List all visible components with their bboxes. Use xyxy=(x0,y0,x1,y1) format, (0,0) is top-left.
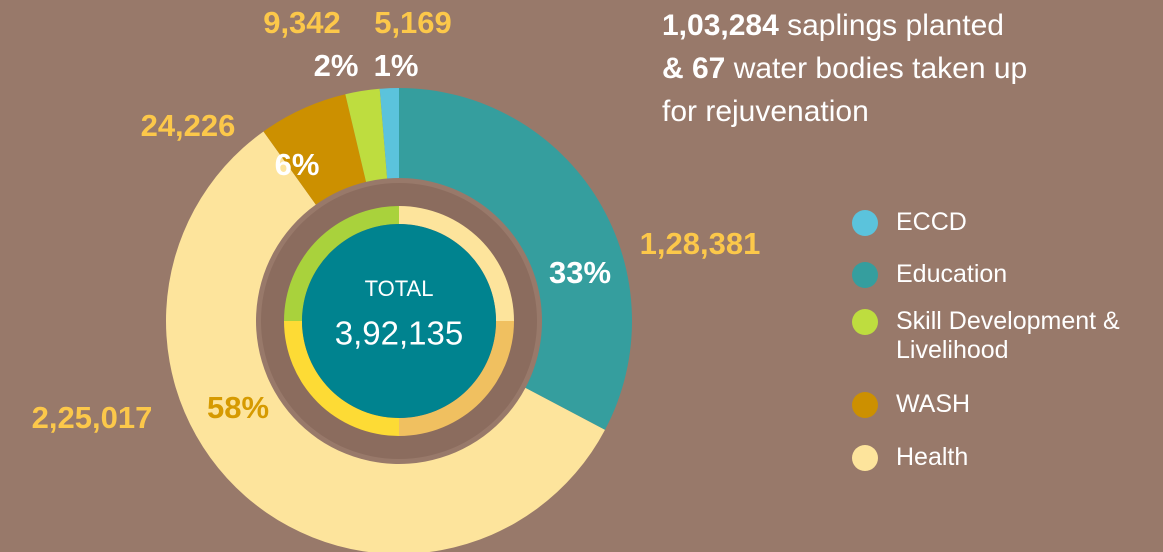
percent-label: 2% xyxy=(314,48,359,83)
legend-label: Skill Development & Livelihood xyxy=(896,307,1120,364)
center-circle xyxy=(302,224,496,418)
value-label: 1,28,381 xyxy=(640,226,761,261)
note-text: for rejuvenation xyxy=(662,95,869,128)
percent-label: 33% xyxy=(549,255,611,290)
percent-label: 1% xyxy=(374,48,419,83)
note-bold: & 67 xyxy=(662,52,725,85)
note-line: & 67 water bodies taken up xyxy=(662,52,1027,85)
legend-swatch xyxy=(852,262,878,288)
legend-swatch xyxy=(852,445,878,471)
inner-ring xyxy=(399,206,514,321)
legend-item: ECCD xyxy=(852,208,1152,237)
note-bold: 1,03,284 xyxy=(662,9,779,42)
legend-item: Skill Development & Livelihood xyxy=(852,307,1152,365)
donut-segment xyxy=(263,94,367,205)
legend-label: Education xyxy=(896,260,1008,288)
note-text: saplings planted xyxy=(779,9,1004,42)
note: 1,03,284 saplings planted & 67 water bodi… xyxy=(662,9,1027,128)
legend-swatch xyxy=(852,210,878,236)
legend-swatch xyxy=(852,392,878,418)
note-text: water bodies taken up xyxy=(725,52,1027,85)
legend-label: ECCD xyxy=(896,208,967,236)
percent-label: 6% xyxy=(275,147,320,182)
note-line: for rejuvenation xyxy=(662,95,869,128)
legend-label: Health xyxy=(896,443,969,471)
donut-segment xyxy=(345,88,388,182)
inner-ring xyxy=(284,206,399,321)
value-label: 9,342 xyxy=(263,5,341,40)
labels: 1,28,381 33% 2,25,017 58% 24,226 6% 9,342 2% 5,1… xyxy=(32,5,761,435)
legend-item: Health xyxy=(852,443,1152,472)
value-label: 5,169 xyxy=(374,5,452,40)
inner-ring xyxy=(284,321,399,436)
percent-label: 58% xyxy=(207,390,269,425)
donut-segment xyxy=(166,131,605,552)
total-label: TOTAL xyxy=(365,276,434,301)
value-label: 24,226 xyxy=(141,108,236,143)
donut-segment xyxy=(379,88,399,179)
rings xyxy=(166,87,632,552)
legend-item: Education xyxy=(852,260,1152,289)
legend-item: WASH xyxy=(852,390,1152,419)
donut-segment xyxy=(399,87,632,430)
value-label: 2,25,017 xyxy=(32,400,153,435)
inner-ring xyxy=(399,321,514,436)
total-value: 3,92,135 xyxy=(335,315,463,352)
legend-swatch xyxy=(852,309,878,335)
legend-label: WASH xyxy=(896,390,971,418)
note-line: 1,03,284 saplings planted xyxy=(662,9,1004,42)
